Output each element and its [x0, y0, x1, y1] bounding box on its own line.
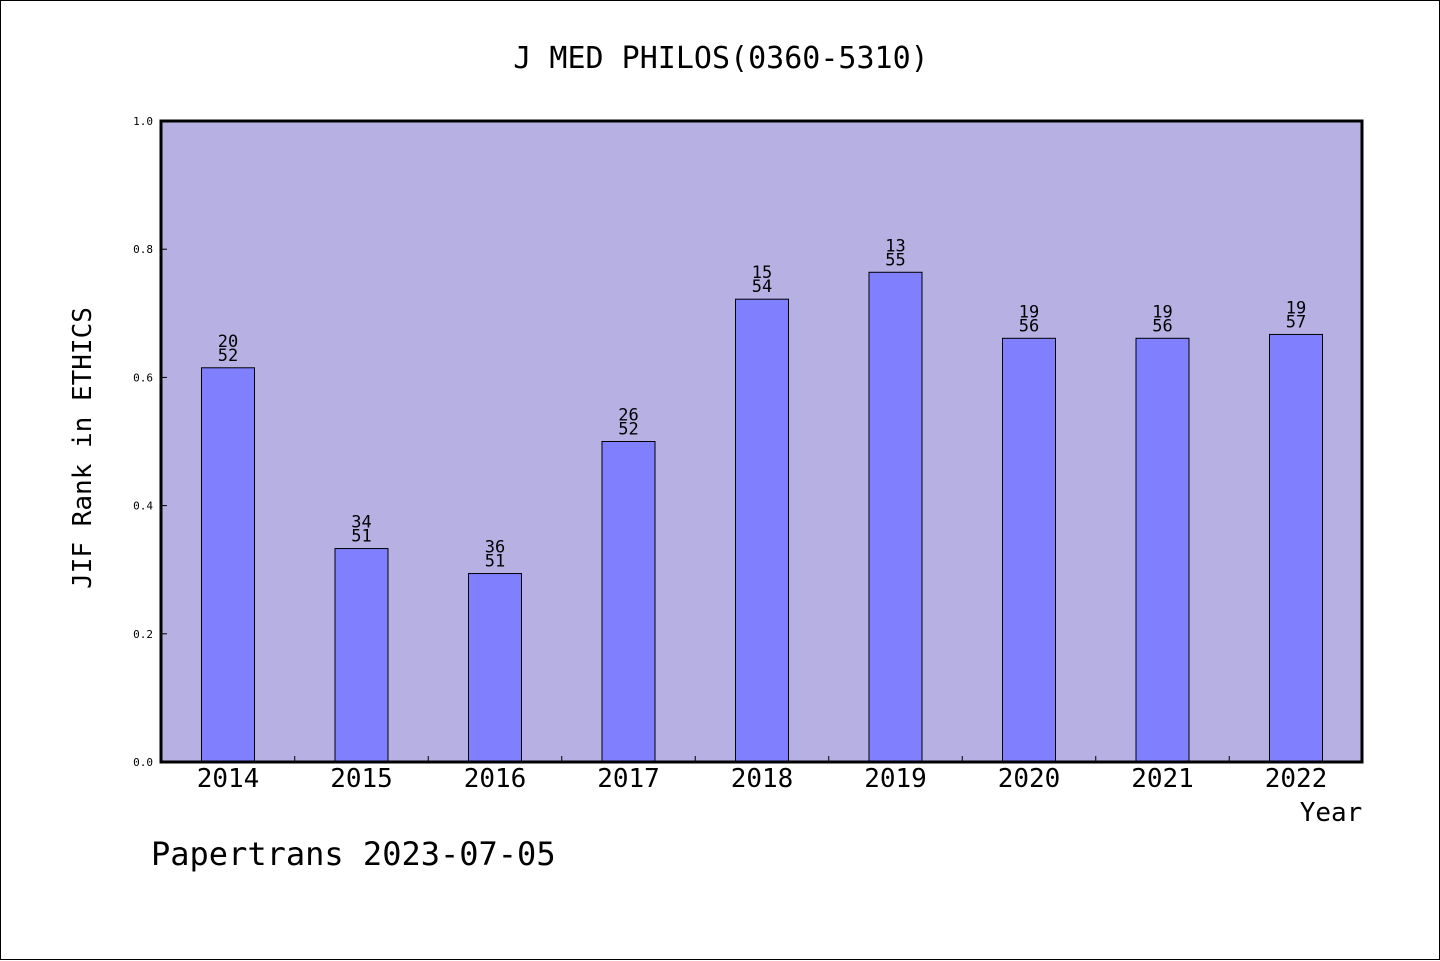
bar-2016 [468, 573, 522, 763]
bars-layer [201, 271, 1323, 763]
bar-total-label-2019: 55 [885, 250, 905, 270]
bar-total-label-2018: 54 [752, 277, 772, 297]
bar-rank-label-2018: 15 [752, 263, 772, 283]
y-tick-label: 1.0 [133, 115, 153, 128]
y-axis: 0.0 0.2 0.4 0.6 0.8 1.0 [133, 115, 167, 769]
bar-2015 [334, 548, 389, 763]
footer-text: Papertrans 2023-07-05 [151, 835, 556, 873]
bar-total-label-2020: 56 [1019, 316, 1039, 336]
x-tick-label-2022: 2022 [1265, 764, 1328, 794]
x-tick-label-2018: 2018 [731, 764, 794, 794]
bar-total-label-2021: 56 [1152, 316, 1172, 336]
bar-total-label-2022: 57 [1286, 312, 1306, 332]
bar-2021 [1135, 337, 1190, 763]
x-axis-label: Year [1300, 798, 1363, 828]
chart-title: J MED PHILOS(0360-5310) [513, 41, 928, 76]
plot-border [159, 119, 1364, 764]
x-axis: 2014 2015 2016 2017 2018 2019 2020 2021 2022 [197, 756, 1328, 794]
y-axis-label: JIF Rank in ETHICS [68, 307, 98, 589]
bar-2020 [1002, 337, 1056, 763]
bar-2017 [601, 441, 656, 763]
y-tick-label: 0.8 [133, 243, 153, 256]
bar-rank-label-2014: 20 [218, 332, 238, 352]
bar-rank-label-2015: 34 [351, 513, 371, 533]
bar-total-label-2014: 52 [218, 346, 238, 366]
bar-rank-label-2021: 19 [1152, 302, 1172, 322]
bar-total-label-2015: 51 [351, 527, 371, 547]
x-tick-label-2015: 2015 [330, 764, 393, 794]
bar-rank-label-2020: 19 [1019, 302, 1039, 322]
bar-total-label-2016: 51 [485, 552, 505, 572]
x-tick-label-2021: 2021 [1131, 764, 1194, 794]
bar-2019 [868, 271, 923, 763]
bar-rank-label-2019: 13 [885, 236, 905, 256]
y-tick-label: 0.0 [133, 756, 153, 769]
bar-rank-label-2017: 26 [618, 406, 638, 426]
x-tick-label-2016: 2016 [464, 764, 527, 794]
bar-2014 [201, 367, 255, 763]
bar-2018 [735, 298, 789, 763]
y-tick-label: 0.6 [133, 371, 153, 384]
x-tick-label-2014: 2014 [197, 764, 260, 794]
y-tick-label: 0.2 [133, 628, 153, 641]
bar-2022 [1269, 333, 1323, 763]
bar-rank-label-2016: 36 [485, 538, 505, 558]
x-tick-label-2020: 2020 [998, 764, 1061, 794]
bar-total-label-2017: 52 [618, 420, 638, 440]
bar-rank-label-2022: 19 [1286, 298, 1306, 318]
x-tick-label-2019: 2019 [864, 764, 927, 794]
y-tick-label: 0.4 [133, 500, 153, 513]
x-tick-label-2017: 2017 [597, 764, 660, 794]
